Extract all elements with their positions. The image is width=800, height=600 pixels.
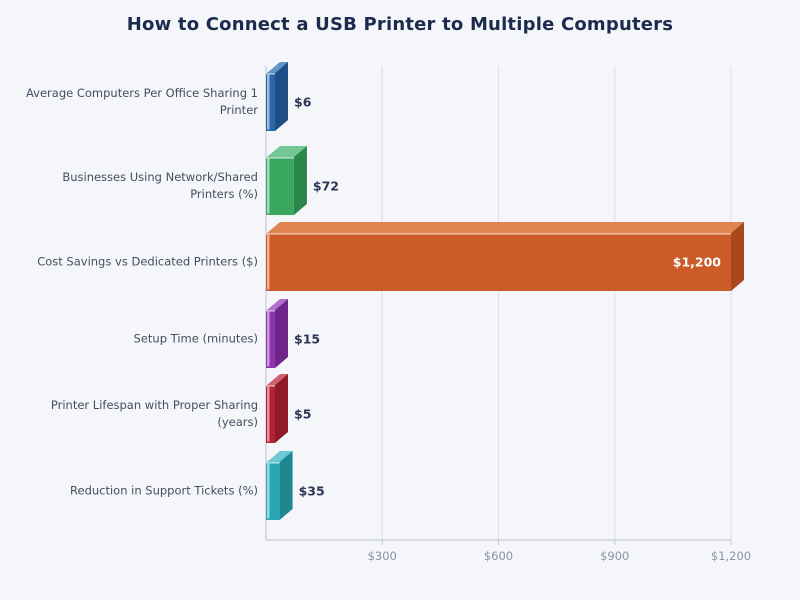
- bar-left-highlight: [267, 311, 270, 367]
- bar-top-seam: [266, 157, 294, 159]
- bar-left-highlight: [267, 463, 270, 519]
- bar-top-face: [267, 62, 288, 73]
- bar-top-face: [267, 451, 293, 462]
- bar-top-seam: [266, 233, 731, 235]
- bar-top-seam: [266, 462, 280, 464]
- bar-top-face: [267, 146, 307, 157]
- bar-side-face: [279, 451, 293, 520]
- bar: [266, 310, 275, 368]
- bar-left-highlight: [267, 234, 270, 290]
- bar-side-face: [275, 62, 288, 131]
- bar-side-face: [275, 374, 288, 443]
- bar-left-highlight: [267, 386, 270, 442]
- bar-top-seam: [266, 73, 275, 75]
- bar-top-seam: [266, 310, 275, 312]
- bar-side-face: [731, 222, 744, 291]
- bar: [266, 157, 294, 215]
- bar-side-face: [275, 299, 288, 368]
- bar: [266, 233, 731, 291]
- bar-top-face: [267, 374, 288, 385]
- bar-side-face: [293, 146, 307, 215]
- bar: [266, 385, 275, 443]
- bar-top-face: [267, 222, 744, 233]
- bar-top-face: [267, 299, 288, 310]
- chart-title: How to Connect a USB Printer to Multiple…: [126, 14, 674, 35]
- bar-top-seam: [266, 385, 275, 387]
- bar-left-highlight: [267, 74, 270, 130]
- bar: [266, 73, 275, 131]
- bar-left-highlight: [267, 158, 270, 214]
